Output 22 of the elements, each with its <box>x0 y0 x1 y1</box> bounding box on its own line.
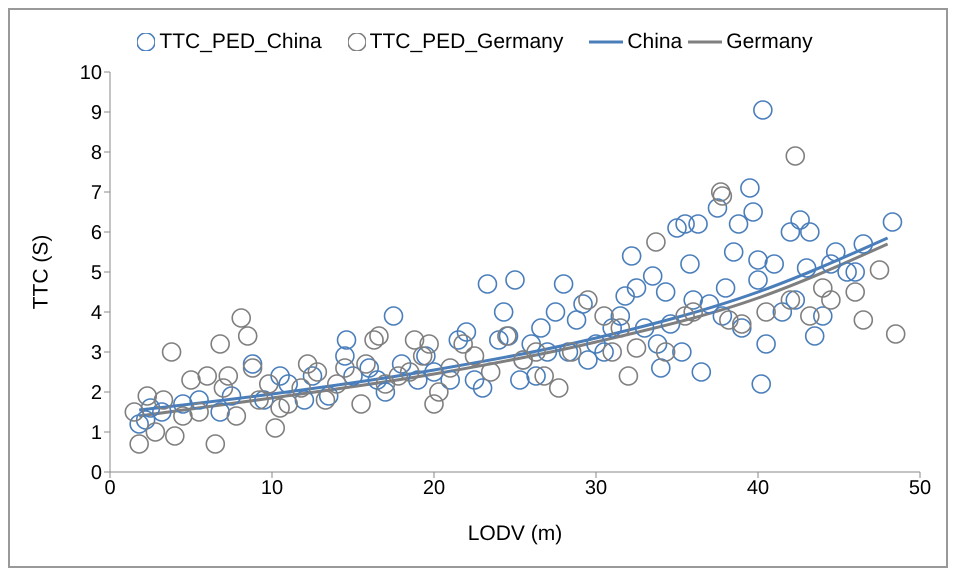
legend-label: Germany <box>726 30 813 54</box>
legend-label: TTC_PED_China <box>159 30 322 54</box>
legend-label: China <box>627 30 682 54</box>
y-axis-title: TTC (S) <box>29 234 52 310</box>
y-tick-label: 0 <box>90 462 102 484</box>
y-tick-label: 4 <box>90 302 102 324</box>
y-tick-label: 9 <box>90 102 102 124</box>
y-tick-label: 6 <box>90 222 102 244</box>
x-tick-label: 10 <box>260 477 284 500</box>
y-tick-label: 2 <box>90 382 102 404</box>
x-tick-label: 20 <box>422 477 446 500</box>
x-tick-label: 50 <box>908 477 932 500</box>
y-tick-label: 7 <box>90 182 102 204</box>
x-axis-title: LODV (m) <box>468 522 562 545</box>
x-tick-label: 40 <box>746 477 770 500</box>
y-tick-label: 3 <box>90 342 102 364</box>
y-tick-label: 1 <box>90 422 102 444</box>
x-tick-label: 30 <box>584 477 608 500</box>
y-tick-label: 10 <box>80 62 102 84</box>
y-tick-label: 5 <box>90 262 102 284</box>
y-tick-label: 8 <box>90 142 102 164</box>
legend-label: TTC_PED_Germany <box>370 30 564 54</box>
